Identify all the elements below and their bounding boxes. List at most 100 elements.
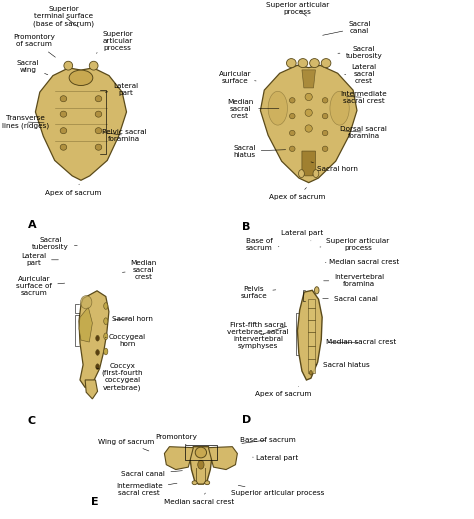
- Text: Median
sacral
crest: Median sacral crest: [122, 260, 157, 280]
- Ellipse shape: [299, 170, 304, 177]
- Text: Intermediate
sacral crest: Intermediate sacral crest: [116, 483, 177, 496]
- Ellipse shape: [96, 350, 100, 356]
- Ellipse shape: [64, 61, 73, 70]
- Polygon shape: [85, 380, 98, 399]
- Ellipse shape: [60, 144, 67, 150]
- Text: Median sacral crest: Median sacral crest: [326, 339, 396, 345]
- Ellipse shape: [298, 59, 308, 67]
- Polygon shape: [302, 70, 315, 88]
- Text: Wing of sacrum: Wing of sacrum: [98, 439, 154, 451]
- Ellipse shape: [305, 125, 312, 132]
- Ellipse shape: [313, 170, 319, 177]
- Text: Lateral
part: Lateral part: [21, 253, 58, 266]
- Ellipse shape: [290, 98, 295, 103]
- Ellipse shape: [60, 95, 67, 102]
- Ellipse shape: [96, 335, 100, 341]
- Text: Lateral
sacral
crest: Lateral sacral crest: [345, 64, 376, 84]
- Text: E: E: [91, 497, 99, 507]
- Ellipse shape: [268, 91, 287, 125]
- Text: Sacral
canal: Sacral canal: [323, 21, 371, 35]
- Text: D: D: [242, 415, 252, 425]
- Polygon shape: [190, 447, 212, 484]
- Ellipse shape: [81, 295, 92, 309]
- Ellipse shape: [95, 128, 102, 134]
- Text: Lateral part: Lateral part: [281, 230, 323, 241]
- Text: Sacral
hiatus: Sacral hiatus: [233, 145, 286, 158]
- Ellipse shape: [95, 111, 102, 117]
- Ellipse shape: [330, 91, 349, 125]
- Text: Superior articular
process: Superior articular process: [320, 238, 390, 251]
- Ellipse shape: [195, 447, 207, 458]
- Ellipse shape: [305, 109, 312, 116]
- Text: Dorsal sacral
foramina: Dorsal sacral foramina: [340, 126, 387, 139]
- Polygon shape: [298, 290, 322, 380]
- Ellipse shape: [96, 364, 100, 370]
- Text: Coccyx
(first-fourth
coccygeal
vertebrae): Coccyx (first-fourth coccygeal vertebrae…: [96, 363, 143, 391]
- Polygon shape: [302, 151, 315, 176]
- Text: Median
sacral
crest: Median sacral crest: [227, 99, 279, 119]
- Polygon shape: [308, 299, 315, 373]
- Ellipse shape: [290, 146, 295, 152]
- Text: Promontory
of sacrum: Promontory of sacrum: [13, 34, 55, 57]
- Text: Coccygeal
horn: Coccygeal horn: [105, 334, 146, 347]
- Ellipse shape: [321, 59, 331, 67]
- Text: Lateral
part: Lateral part: [105, 83, 138, 95]
- Text: Promontory: Promontory: [155, 434, 197, 445]
- Ellipse shape: [104, 303, 108, 309]
- Text: Sacral
wing: Sacral wing: [17, 60, 48, 75]
- Text: Lateral part: Lateral part: [253, 455, 298, 461]
- Text: Sacral horn: Sacral horn: [311, 162, 358, 172]
- Ellipse shape: [104, 318, 108, 324]
- Text: Median sacral crest: Median sacral crest: [325, 260, 399, 265]
- Text: B: B: [242, 222, 251, 231]
- Text: Sacral
tuberosity: Sacral tuberosity: [338, 46, 383, 59]
- Text: Transverse
lines (ridges): Transverse lines (ridges): [2, 115, 49, 129]
- Ellipse shape: [60, 111, 67, 117]
- Text: Auricular
surface: Auricular surface: [219, 72, 256, 85]
- Ellipse shape: [192, 481, 197, 485]
- Text: Apex of sacrum: Apex of sacrum: [255, 387, 311, 397]
- Text: Sacral
tuberosity: Sacral tuberosity: [32, 237, 77, 250]
- Text: Apex of sacrum: Apex of sacrum: [269, 187, 326, 200]
- Text: Pelvis
surface: Pelvis surface: [240, 285, 276, 298]
- Text: Pelvic sacral
foramina: Pelvic sacral foramina: [102, 129, 146, 142]
- Text: Sacral canal: Sacral canal: [121, 471, 182, 477]
- Text: Intervertebral
foramina: Intervertebral foramina: [324, 275, 384, 288]
- Polygon shape: [79, 291, 109, 388]
- Text: Median sacral crest: Median sacral crest: [164, 493, 234, 505]
- Polygon shape: [209, 447, 237, 470]
- Text: Intermediate
sacral crest: Intermediate sacral crest: [340, 91, 387, 104]
- Ellipse shape: [95, 95, 102, 102]
- Ellipse shape: [205, 481, 210, 485]
- Ellipse shape: [198, 460, 204, 469]
- Polygon shape: [79, 307, 92, 342]
- Ellipse shape: [104, 348, 108, 355]
- Ellipse shape: [69, 70, 93, 86]
- Ellipse shape: [290, 113, 295, 119]
- Text: Base of
sacrum: Base of sacrum: [246, 238, 279, 251]
- Ellipse shape: [286, 59, 296, 67]
- Ellipse shape: [322, 113, 328, 119]
- Ellipse shape: [60, 128, 67, 134]
- Ellipse shape: [322, 146, 328, 152]
- Ellipse shape: [310, 59, 319, 67]
- Text: First-fifth sacral
vertebrae, sacral
intervertebral
symphyses: First-fifth sacral vertebrae, sacral int…: [227, 322, 289, 349]
- Text: Sacral horn: Sacral horn: [112, 316, 153, 322]
- Text: Auricular
surface of
sacrum: Auricular surface of sacrum: [16, 276, 65, 296]
- Ellipse shape: [305, 93, 312, 101]
- Text: Apex of sacrum: Apex of sacrum: [45, 184, 101, 196]
- Text: A: A: [28, 220, 36, 230]
- Ellipse shape: [315, 286, 319, 294]
- Text: Superior articular
process: Superior articular process: [266, 2, 329, 16]
- Ellipse shape: [104, 333, 108, 339]
- Text: Superior articular process: Superior articular process: [230, 485, 324, 496]
- Text: Superior
terminal surface
(base of sacrum): Superior terminal surface (base of sacru…: [33, 6, 94, 27]
- Text: Superior
articular
process: Superior articular process: [96, 31, 133, 53]
- Ellipse shape: [322, 98, 328, 103]
- Ellipse shape: [95, 144, 102, 150]
- Polygon shape: [164, 447, 193, 470]
- Text: Sacral hiatus: Sacral hiatus: [316, 362, 369, 368]
- Ellipse shape: [322, 130, 328, 136]
- Ellipse shape: [89, 61, 98, 70]
- Text: Sacral canal: Sacral canal: [323, 296, 378, 302]
